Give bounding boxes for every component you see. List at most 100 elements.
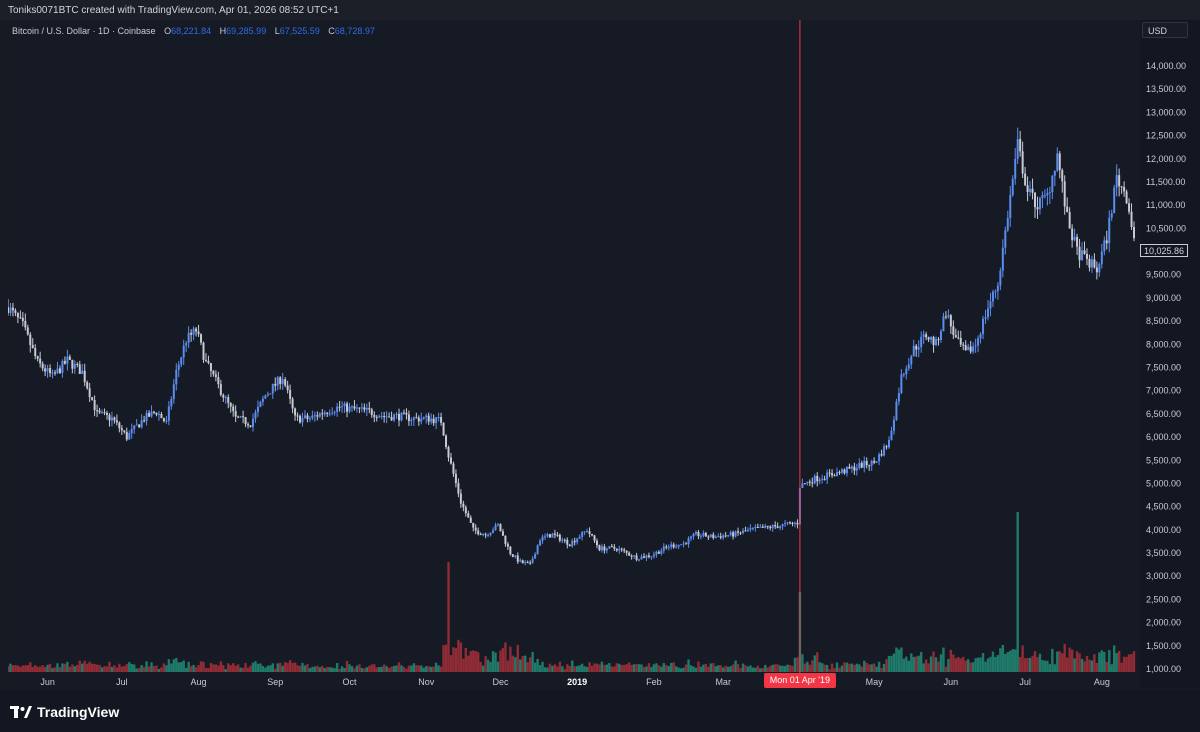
volume-bar <box>479 661 482 672</box>
volume-bar <box>818 662 821 672</box>
candle-body <box>1128 203 1131 212</box>
candle-body <box>1019 139 1022 152</box>
volume-bar <box>1011 649 1014 672</box>
volume-bar <box>256 663 260 672</box>
candle-body <box>776 526 779 528</box>
volume-bar <box>843 662 846 672</box>
volume-bar <box>704 663 708 672</box>
candle-body <box>1046 193 1049 196</box>
volume-bar <box>415 665 418 672</box>
price-tick-label: 6,000.00 <box>1146 432 1181 442</box>
candle-body <box>746 529 749 531</box>
volume-bar <box>880 667 883 672</box>
candle-body <box>759 526 762 528</box>
candle-body <box>969 346 972 352</box>
volume-bar <box>959 658 962 672</box>
candle-body <box>143 420 146 422</box>
candle-body <box>855 467 858 471</box>
candle-body <box>380 416 383 418</box>
candle-body <box>125 431 128 440</box>
volume-bar <box>417 665 421 672</box>
volume-bar <box>870 664 873 672</box>
volume-bar <box>1048 664 1052 672</box>
volume-bar <box>632 664 636 672</box>
volume-bar <box>781 665 784 672</box>
volume-bar <box>150 662 153 672</box>
candle-body <box>336 406 339 412</box>
volume-bar <box>731 664 735 672</box>
volume-bar <box>125 664 128 672</box>
volume-bar <box>11 665 15 672</box>
price-tick-label: 2,000.00 <box>1146 618 1181 628</box>
candle-body <box>586 531 589 533</box>
volume-bar <box>172 659 176 672</box>
candle-body <box>509 546 512 555</box>
candle-body <box>665 546 668 548</box>
volume-bar <box>922 663 925 672</box>
candle-body <box>600 546 603 551</box>
volume-bar <box>187 661 190 672</box>
candle-body <box>388 416 391 418</box>
volume-bar <box>432 666 435 672</box>
chart-pane[interactable] <box>8 20 1140 688</box>
candle-body <box>190 332 193 335</box>
volume-bar <box>182 660 185 672</box>
tradingview-logo[interactable]: TradingView <box>10 704 119 720</box>
volume-bar <box>825 664 829 672</box>
candle-body <box>868 465 871 467</box>
candle-body <box>61 360 64 373</box>
candle-body <box>276 377 279 386</box>
candle-body <box>593 535 596 541</box>
volume-bar <box>1075 651 1079 672</box>
volume-bar <box>103 666 106 672</box>
candle-body <box>737 531 740 533</box>
time-tick-label: Mar <box>715 677 731 687</box>
candle-body <box>1093 259 1096 268</box>
candle-body <box>786 522 789 524</box>
volume-bar <box>541 661 544 672</box>
candle-body <box>1130 211 1133 228</box>
candle-body <box>187 332 190 343</box>
candle-body <box>1071 228 1074 241</box>
time-axis[interactable]: Jun Jul Aug Sep Oct Nov Dec 2019 Feb Mar May Jun Jul… <box>8 672 1140 690</box>
volume-bar <box>283 662 287 672</box>
volume-bar <box>34 665 37 672</box>
volume-bar <box>929 656 933 672</box>
candle-body <box>264 395 267 399</box>
price-tick-label: 13,000.00 <box>1146 107 1186 117</box>
volume-bar <box>110 667 114 672</box>
candle-body <box>925 334 928 338</box>
volume-bar <box>375 667 378 672</box>
volume-bar <box>769 665 772 672</box>
price-tick-label: 9,000.00 <box>1146 293 1181 303</box>
candle-body <box>355 407 358 409</box>
volume-bar <box>1046 660 1049 672</box>
volume-bar <box>895 647 898 672</box>
volume-bar <box>667 666 670 672</box>
volume-bar <box>766 667 769 672</box>
volume-bar <box>684 664 688 672</box>
volume-bar <box>53 667 57 672</box>
volume-bar <box>425 666 428 672</box>
price-chart[interactable] <box>8 20 1140 688</box>
candle-body <box>803 483 806 485</box>
candle-body <box>761 526 764 528</box>
volume-bar <box>524 655 527 672</box>
candle-body <box>284 379 287 386</box>
price-axis[interactable]: 14,000.00 13,500.00 13,000.00 12,500.00 12,0… <box>1140 20 1200 688</box>
volume-bar <box>808 664 812 672</box>
currency-button[interactable]: USD <box>1142 22 1188 38</box>
volume-bar <box>803 663 807 672</box>
candle-body <box>1011 178 1014 195</box>
volume-bar <box>162 663 166 672</box>
candle-body <box>707 536 710 538</box>
candle-body <box>1038 198 1041 210</box>
candle-body <box>185 342 188 346</box>
volume-bar <box>741 663 745 672</box>
volume-bar <box>709 663 713 672</box>
volume-bar <box>145 661 148 672</box>
volume-bar <box>113 665 116 672</box>
chart-credit: Toniks0071BTC created with TradingView.c… <box>8 5 339 16</box>
candle-body <box>49 368 52 374</box>
candle-body <box>1108 217 1111 244</box>
